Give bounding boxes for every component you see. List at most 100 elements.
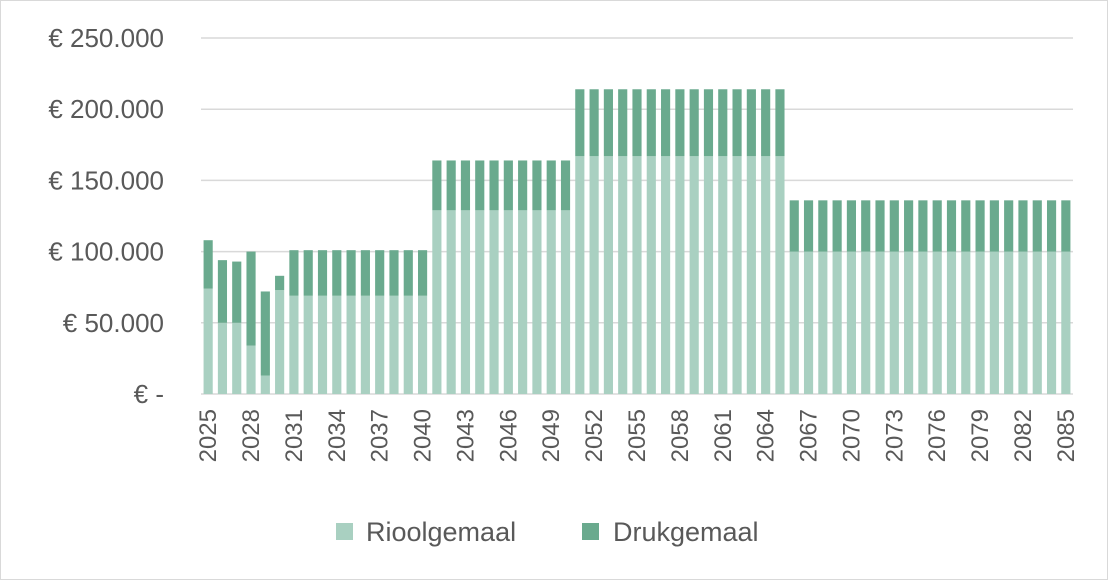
bar-drukgemaal-2072 bbox=[875, 200, 885, 252]
x-tick-label: 2073 bbox=[881, 409, 908, 462]
legend-swatch-drukgemaal bbox=[582, 523, 599, 540]
bar-drukgemaal-2042 bbox=[446, 160, 456, 211]
bar-rioolgemaal-2029 bbox=[260, 375, 270, 394]
bar-rioolgemaal-2048 bbox=[532, 210, 542, 394]
bar-drukgemaal-2052 bbox=[589, 89, 599, 157]
bar-rioolgemaal-2044 bbox=[475, 210, 485, 394]
bar-drukgemaal-2041 bbox=[432, 160, 442, 211]
x-tick-label: 2034 bbox=[324, 409, 351, 462]
x-tick-label: 2064 bbox=[753, 409, 780, 462]
legend-label-drukgemaal: Drukgemaal bbox=[613, 517, 759, 547]
bar-drukgemaal-2029 bbox=[260, 291, 270, 376]
bar-drukgemaal-2026 bbox=[217, 260, 228, 323]
bar-drukgemaal-2051 bbox=[575, 89, 585, 157]
bar-drukgemaal-2050 bbox=[560, 160, 571, 211]
bar-drukgemaal-2064 bbox=[761, 89, 771, 157]
bar-rioolgemaal-2056 bbox=[646, 156, 656, 394]
bar-drukgemaal-2079 bbox=[975, 200, 985, 252]
bar-drukgemaal-2071 bbox=[861, 200, 871, 252]
bar-drukgemaal-2065 bbox=[775, 89, 785, 157]
x-tick-label: 2067 bbox=[796, 409, 823, 462]
bar-rioolgemaal-2069 bbox=[832, 251, 842, 394]
x-tick-label: 2085 bbox=[1053, 409, 1080, 462]
bar-rioolgemaal-2030 bbox=[275, 290, 285, 394]
bar-drukgemaal-2028 bbox=[246, 251, 256, 346]
bar-rioolgemaal-2038 bbox=[389, 295, 399, 394]
bar-drukgemaal-2074 bbox=[904, 200, 914, 252]
y-tick-label: € 150.000 bbox=[48, 165, 164, 195]
bar-drukgemaal-2081 bbox=[1004, 200, 1014, 252]
bar-rioolgemaal-2073 bbox=[889, 251, 899, 394]
bar-rioolgemaal-2068 bbox=[818, 251, 828, 394]
bar-rioolgemaal-2071 bbox=[861, 251, 871, 394]
bar-drukgemaal-2044 bbox=[475, 160, 485, 211]
bar-drukgemaal-2062 bbox=[732, 89, 742, 157]
bar-drukgemaal-2058 bbox=[675, 89, 685, 157]
bar-rioolgemaal-2033 bbox=[317, 295, 328, 394]
bar-rioolgemaal-2062 bbox=[732, 156, 742, 394]
bar-rioolgemaal-2055 bbox=[632, 156, 642, 394]
bar-rioolgemaal-2037 bbox=[375, 295, 385, 394]
x-tick-label: 2052 bbox=[581, 409, 608, 462]
bar-rioolgemaal-2074 bbox=[904, 251, 914, 394]
bar-rioolgemaal-2060 bbox=[703, 156, 714, 394]
x-tick-label: 2043 bbox=[452, 409, 479, 462]
bar-rioolgemaal-2083 bbox=[1032, 251, 1042, 394]
bar-drukgemaal-2032 bbox=[303, 250, 313, 296]
bar-drukgemaal-2035 bbox=[346, 250, 356, 296]
bar-drukgemaal-2075 bbox=[918, 200, 928, 252]
bar-drukgemaal-2057 bbox=[661, 89, 671, 157]
bar-rioolgemaal-2085 bbox=[1061, 251, 1071, 394]
bar-drukgemaal-2036 bbox=[360, 250, 370, 296]
bar-rioolgemaal-2078 bbox=[961, 251, 971, 394]
y-tick-label: € - bbox=[134, 379, 164, 409]
bar-drukgemaal-2070 bbox=[846, 200, 857, 252]
bar-rioolgemaal-2025 bbox=[203, 288, 213, 394]
bar-drukgemaal-2045 bbox=[489, 160, 499, 211]
bar-rioolgemaal-2036 bbox=[360, 295, 370, 394]
bar-rioolgemaal-2066 bbox=[789, 251, 799, 394]
bar-drukgemaal-2066 bbox=[789, 200, 799, 252]
bar-rioolgemaal-2061 bbox=[718, 156, 728, 394]
x-tick-label: 2055 bbox=[624, 409, 651, 462]
bar-rioolgemaal-2041 bbox=[432, 210, 442, 394]
bar-rioolgemaal-2043 bbox=[460, 210, 471, 394]
bar-drukgemaal-2053 bbox=[603, 89, 613, 157]
bar-drukgemaal-2063 bbox=[746, 89, 756, 157]
bar-drukgemaal-2080 bbox=[989, 200, 999, 252]
bar-drukgemaal-2030 bbox=[275, 275, 285, 291]
bar-drukgemaal-2067 bbox=[803, 200, 814, 252]
x-tick-label: 2040 bbox=[410, 409, 437, 462]
legend-label-rioolgemaal: Rioolgemaal bbox=[366, 517, 516, 547]
y-tick-label: € 200.000 bbox=[48, 94, 164, 124]
bar-drukgemaal-2054 bbox=[618, 89, 628, 157]
bar-drukgemaal-2069 bbox=[832, 200, 842, 252]
bar-drukgemaal-2083 bbox=[1032, 200, 1042, 252]
bar-rioolgemaal-2070 bbox=[846, 251, 857, 394]
bar-drukgemaal-2043 bbox=[460, 160, 471, 211]
bar-drukgemaal-2077 bbox=[946, 200, 957, 252]
bar-rioolgemaal-2077 bbox=[946, 251, 957, 394]
y-tick-label: € 250.000 bbox=[48, 23, 164, 53]
y-tick-label: € 100.000 bbox=[48, 237, 164, 267]
bar-drukgemaal-2055 bbox=[632, 89, 642, 157]
bar-rioolgemaal-2079 bbox=[975, 251, 985, 394]
bar-rioolgemaal-2046 bbox=[503, 210, 513, 394]
bar-drukgemaal-2061 bbox=[718, 89, 728, 157]
bar-rioolgemaal-2028 bbox=[246, 345, 256, 394]
bar-drukgemaal-2040 bbox=[417, 250, 428, 296]
bar-rioolgemaal-2049 bbox=[546, 210, 556, 394]
bar-rioolgemaal-2076 bbox=[932, 251, 942, 394]
bar-rioolgemaal-2031 bbox=[289, 295, 299, 394]
x-axis-tick-labels: 2025 2028 2031 2034 2037 2040 2043 2046 2049 2052… bbox=[195, 409, 1080, 462]
bar-rioolgemaal-2075 bbox=[918, 251, 928, 394]
bar-drukgemaal-2082 bbox=[1018, 200, 1028, 252]
bar-drukgemaal-2076 bbox=[932, 200, 942, 252]
bar-drukgemaal-2038 bbox=[389, 250, 399, 296]
x-tick-label: 2046 bbox=[495, 409, 522, 462]
x-tick-label: 2076 bbox=[924, 409, 951, 462]
bar-rioolgemaal-2082 bbox=[1018, 251, 1028, 394]
bar-rioolgemaal-2059 bbox=[689, 156, 699, 394]
bar-rioolgemaal-2051 bbox=[575, 156, 585, 394]
legend: Rioolgemaal Drukgemaal bbox=[336, 517, 759, 547]
